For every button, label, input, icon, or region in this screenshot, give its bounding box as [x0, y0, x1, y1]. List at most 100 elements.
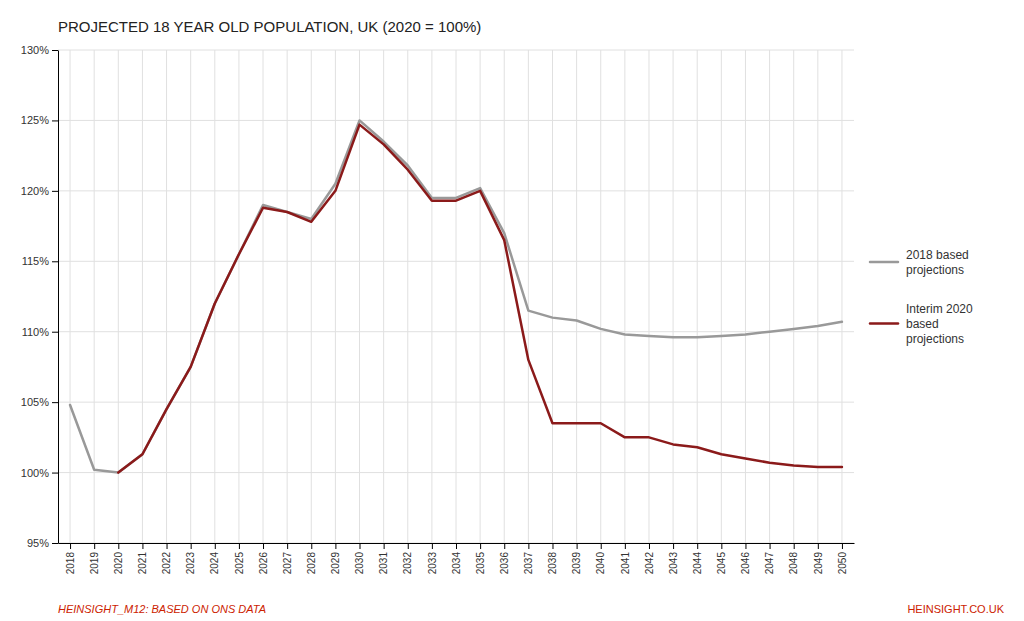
x-tick-label: 2021	[137, 552, 148, 575]
x-tick: 2032	[402, 543, 413, 574]
x-tick: 2041	[620, 543, 631, 574]
x-tick-label: 2046	[740, 552, 751, 575]
x-tick-mark	[456, 543, 457, 549]
plot: 95%100%105%110%115%120%125%130%201820192…	[21, 44, 855, 574]
grid-line	[214, 50, 215, 543]
x-tick: 2037	[523, 543, 534, 574]
x-tick: 2040	[595, 543, 606, 574]
grid-line	[70, 50, 71, 543]
y-tick-label: 130%	[21, 44, 49, 56]
x-tick: 2027	[282, 543, 293, 574]
title: PROJECTED 18 YEAR OLD POPULATION, UK (20…	[58, 18, 481, 35]
x-tick-label: 2023	[185, 552, 196, 575]
grid-line	[335, 50, 336, 543]
x-tick-label: 2030	[354, 552, 365, 575]
grid-line	[118, 50, 119, 543]
y-axis: 95%100%105%110%115%120%125%130%	[21, 44, 59, 549]
grid-line	[504, 50, 505, 543]
x-tick-label: 2037	[523, 552, 534, 575]
x-tick: 2043	[668, 543, 679, 574]
grid-line	[142, 50, 143, 543]
x-tick: 2045	[716, 543, 727, 574]
x-tick: 2034	[451, 543, 462, 574]
x-tick-label: 2019	[89, 552, 100, 575]
x-tick: 2050	[837, 543, 848, 574]
y-tick-mark	[52, 191, 58, 192]
x-tick-label: 2032	[402, 552, 413, 575]
x-tick-mark	[818, 543, 819, 549]
grid-line	[697, 50, 698, 543]
grid-line	[263, 50, 264, 543]
series-group	[70, 120, 842, 472]
grid-line	[190, 50, 191, 543]
legend-label: Interim 2020basedprojections	[906, 302, 973, 346]
grid-line	[745, 50, 746, 543]
grid-line	[721, 50, 722, 543]
x-tick-mark	[384, 543, 385, 549]
x-tick-label: 2035	[475, 552, 486, 575]
x-tick-mark	[70, 543, 71, 549]
grid-line	[552, 50, 553, 543]
grid-line	[600, 50, 601, 543]
x-tick: 2025	[234, 543, 245, 574]
y-tick-label: 125%	[21, 114, 49, 126]
x-tick-label: 2048	[788, 552, 799, 575]
footer-note: HEINSIGHT_M12: BASED ON ONS DATA	[58, 603, 266, 615]
grid-line	[431, 50, 432, 543]
y-tick: 115%	[22, 255, 58, 267]
x-tick-label: 2038	[547, 552, 558, 575]
grid	[58, 50, 854, 543]
x-tick: 2018	[65, 543, 76, 574]
x-tick-label: 2020	[113, 552, 124, 575]
y-tick-mark	[52, 402, 58, 403]
grid-line	[238, 50, 239, 543]
grid-line	[383, 50, 384, 543]
x-tick-label: 2040	[595, 552, 606, 575]
x-tick-label: 2029	[330, 552, 341, 575]
y-tick-mark	[52, 543, 58, 544]
y-tick-label: 95%	[27, 537, 49, 549]
y-tick-label: 100%	[21, 467, 49, 479]
x-tick-mark	[408, 543, 409, 549]
x-tick-mark	[649, 543, 650, 549]
x-tick-mark	[94, 543, 95, 549]
x-tick-mark	[745, 543, 746, 549]
x-tick: 2047	[764, 543, 775, 574]
grid-line	[287, 50, 288, 543]
chart: 95%100%105%110%115%120%125%130%201820192…	[0, 0, 1024, 621]
x-tick: 2020	[113, 543, 124, 574]
x-tick-mark	[311, 543, 312, 549]
grid-line	[793, 50, 794, 543]
x-tick-label: 2018	[65, 552, 76, 575]
x-tick-label: 2049	[813, 552, 824, 575]
x-tick: 2033	[427, 543, 438, 574]
y-tick-label: 105%	[21, 396, 49, 408]
grid-line	[407, 50, 408, 543]
x-tick-mark	[118, 543, 119, 549]
x-tick-label: 2031	[378, 552, 389, 575]
x-tick: 2030	[354, 543, 365, 574]
x-tick: 2042	[644, 543, 655, 574]
y-tick: 100%	[21, 467, 58, 479]
x-tick-label: 2045	[716, 552, 727, 575]
x-tick: 2031	[378, 543, 389, 574]
grid-line	[480, 50, 481, 543]
x-tick: 2039	[571, 543, 582, 574]
x-tick-label: 2027	[282, 552, 293, 575]
x-tick-label: 2025	[234, 552, 245, 575]
x-tick-mark	[215, 543, 216, 549]
x-tick: 2024	[209, 543, 220, 574]
x-tick-mark	[697, 543, 698, 549]
x-axis: 2018201920202021202220232024202520262027…	[59, 543, 855, 574]
x-tick-label: 2036	[499, 552, 510, 575]
x-tick: 2038	[547, 543, 558, 574]
x-tick-label: 2050	[837, 552, 848, 575]
grid-line	[624, 50, 625, 543]
grid-line	[528, 50, 529, 543]
y-tick-label: 120%	[21, 185, 49, 197]
x-tick-label: 2024	[209, 552, 220, 575]
x-tick: 2021	[137, 543, 148, 574]
y-tick: 130%	[21, 44, 58, 56]
x-tick-mark	[673, 543, 674, 549]
x-tick-label: 2043	[668, 552, 679, 575]
